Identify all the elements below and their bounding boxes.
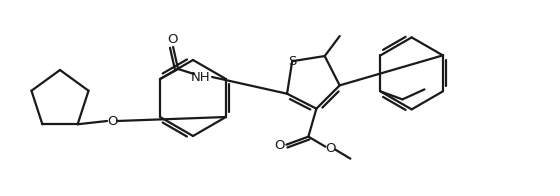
Text: O: O [274, 139, 284, 152]
Text: S: S [288, 55, 296, 68]
Text: O: O [107, 114, 117, 128]
Text: NH: NH [190, 71, 210, 83]
Text: O: O [325, 142, 335, 155]
Text: O: O [167, 33, 178, 45]
